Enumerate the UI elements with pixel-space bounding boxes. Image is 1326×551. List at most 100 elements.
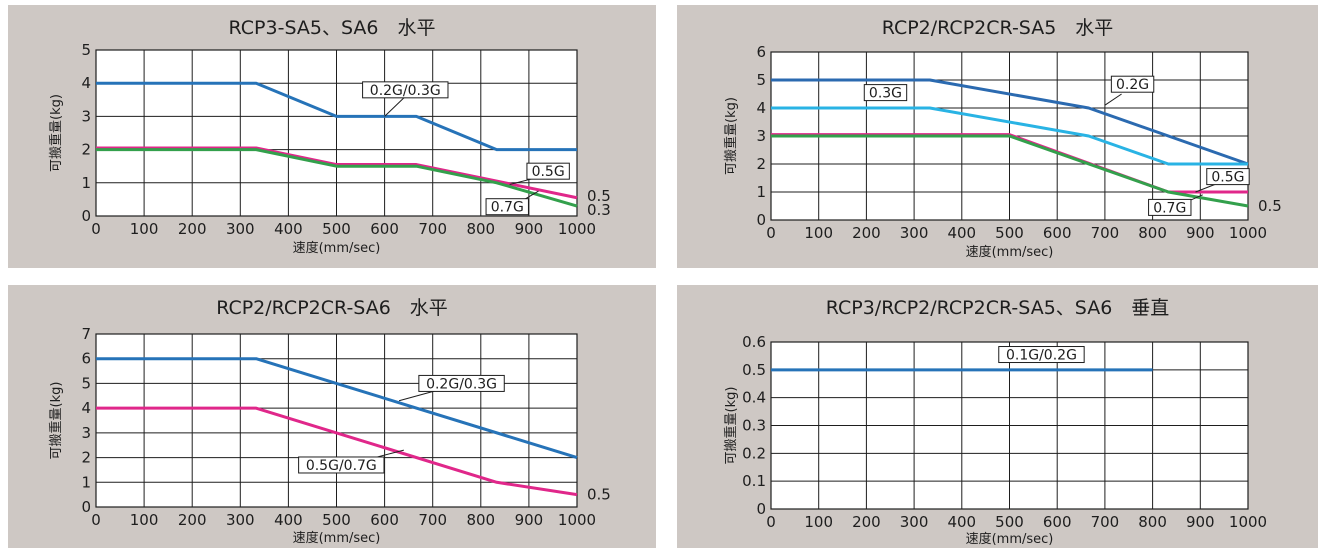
end-value-label: 0.5 [587, 187, 611, 205]
y-axis-label: 可搬重量(kg) [48, 94, 64, 172]
y-tick-label: 0.5 [742, 361, 766, 379]
x-tick-label: 800 [466, 220, 495, 238]
y-tick-label: 1 [81, 473, 91, 491]
y-tick-label: 1 [81, 174, 91, 192]
series-line-blue [96, 357, 578, 460]
y-axis-label: 可搬重量(kg) [48, 382, 64, 460]
annotation-label: 0.2G/0.3G [370, 83, 441, 99]
x-tick-label: 300 [226, 220, 255, 238]
x-tick-label: 900 [515, 511, 544, 529]
x-tick-label: 100 [804, 224, 833, 242]
series-line-cyan [771, 106, 1248, 166]
end-value-label: 0.3 [587, 201, 611, 219]
x-tick-label: 300 [900, 513, 929, 531]
x-tick-label: 700 [1091, 513, 1120, 531]
plot-frame [95, 49, 578, 217]
annotation-label: 0.2G [1116, 77, 1149, 93]
annotation-leader [1104, 93, 1122, 106]
series-line-dark_blue [771, 78, 1249, 166]
annotation-box [298, 456, 385, 474]
x-tick-label: 300 [900, 224, 929, 242]
y-tick-label: 2 [756, 155, 766, 173]
x-tick-label: 900 [1186, 513, 1215, 531]
chart-panel-rcp3-sa5-sa6-horizontal: RCP3-SA5、SA6 水平 0 100 200 300 400 500 600 700 80… [8, 5, 656, 268]
chart-title: RCP3/RCP2/RCP2CR-SA5、SA6 垂直 [825, 297, 1170, 319]
annotation-label: 0.2G/0.3G [426, 376, 497, 392]
y-tick-label: 0.4 [742, 389, 766, 407]
x-tick-label: 100 [130, 511, 159, 529]
x-tick-label: 200 [178, 511, 207, 529]
x-tick-label: 500 [322, 220, 351, 238]
y-tick-label: 5 [81, 41, 91, 59]
x-tick-label: 700 [418, 220, 447, 238]
x-tick-label: 200 [852, 513, 881, 531]
x-tick-label: 400 [274, 220, 303, 238]
y-tick-label: 3 [81, 424, 91, 442]
x-axis-label: 速度(mm/sec) [966, 531, 1054, 547]
x-tick-label: 300 [226, 511, 255, 529]
annotation-label: 0.5G/0.7G [306, 458, 377, 474]
annotation-label: 0.7G [491, 200, 524, 216]
x-tick-label: 200 [852, 224, 881, 242]
x-tick-label: 0 [766, 513, 776, 531]
y-tick-label: 3 [756, 127, 766, 145]
plot-frame [770, 341, 1249, 510]
chart-title: RCP2/RCP2CR-SA6 水平 [216, 297, 448, 319]
x-tick-label: 900 [1186, 224, 1215, 242]
x-tick-label: 100 [804, 513, 833, 531]
y-tick-label: 0 [81, 207, 91, 225]
x-axis-label: 速度(mm/sec) [966, 244, 1054, 260]
x-tick-label: 700 [1091, 224, 1120, 242]
x-tick-label: 700 [418, 511, 447, 529]
y-tick-label: 0.1 [742, 472, 766, 490]
x-tick-label: 100 [130, 220, 159, 238]
annotation-box [526, 162, 570, 180]
y-axis-label: 可搬重量(kg) [723, 97, 739, 175]
x-tick-label: 0 [91, 220, 101, 238]
chart-vertical: 0 100 200 300 400 500 600 700 800 900 1000 0 0.1 0.2 0… [723, 333, 1267, 547]
chart-rcp3-sa5-sa6-horizontal: 0 100 200 300 400 500 600 700 800 900 1000 0 1 2 3 4 5 速度… [48, 41, 611, 256]
plot-frame [95, 333, 578, 508]
y-tick-label: 2 [81, 449, 91, 467]
y-tick-label: 0.6 [742, 333, 766, 351]
annotation-leader [374, 449, 404, 459]
annotation-label: 0.1G/0.2G [1006, 348, 1077, 364]
x-tick-label: 1000 [558, 220, 596, 238]
x-axis-label: 速度(mm/sec) [293, 240, 381, 256]
y-tick-label: 6 [756, 43, 766, 61]
chart-title: RCP3-SA5、SA6 水平 [228, 17, 436, 39]
x-tick-label: 600 [370, 511, 399, 529]
x-tick-label: 1000 [1229, 513, 1267, 531]
x-tick-label: 500 [322, 511, 351, 529]
y-axis-label: 可搬重量(kg) [723, 387, 739, 465]
annotation-box [1110, 75, 1155, 93]
x-tick-label: 400 [947, 513, 976, 531]
y-tick-label: 0 [81, 498, 91, 516]
end-value-label: 0.5 [1258, 197, 1282, 215]
annotation-box [485, 198, 529, 216]
y-tick-label: 5 [756, 71, 766, 89]
y-tick-label: 4 [756, 99, 766, 117]
x-tick-label: 600 [1043, 513, 1072, 531]
y-tick-label: 0 [756, 500, 766, 518]
y-tick-label: 3 [81, 107, 91, 125]
y-tick-label: 7 [81, 325, 91, 343]
annotation-box [863, 84, 908, 102]
x-tick-label: 1000 [1229, 224, 1267, 242]
y-tick-label: 1 [756, 183, 766, 201]
chart-rcp2-sa6-horizontal: 0 100 200 300 400 500 600 700 800 900 1000 0 1 2 3 4 5 6 7… [48, 325, 611, 546]
x-tick-label: 600 [370, 220, 399, 238]
x-tick-label: 800 [466, 511, 495, 529]
y-tick-label: 2 [81, 141, 91, 159]
chart-panel-rcp2-sa6-horizontal: RCP2/RCP2CR-SA6 水平 0 100 200 300 400 500 600 70… [8, 285, 656, 548]
annotation-box [1206, 168, 1250, 186]
annotation-leader [398, 390, 436, 402]
chart-title: RCP2/RCP2CR-SA5 水平 [881, 17, 1114, 39]
annotation-label: 0.5G [532, 164, 565, 180]
annotation-box [998, 346, 1085, 364]
x-tick-label: 900 [515, 220, 544, 238]
x-tick-label: 800 [1138, 513, 1167, 531]
end-value-label: 0.5 [587, 486, 611, 504]
y-tick-label: 4 [81, 74, 91, 92]
chart-panel-vertical: RCP3/RCP2/RCP2CR-SA5、SA6 垂直 0 100 200 300 40… [677, 285, 1318, 548]
